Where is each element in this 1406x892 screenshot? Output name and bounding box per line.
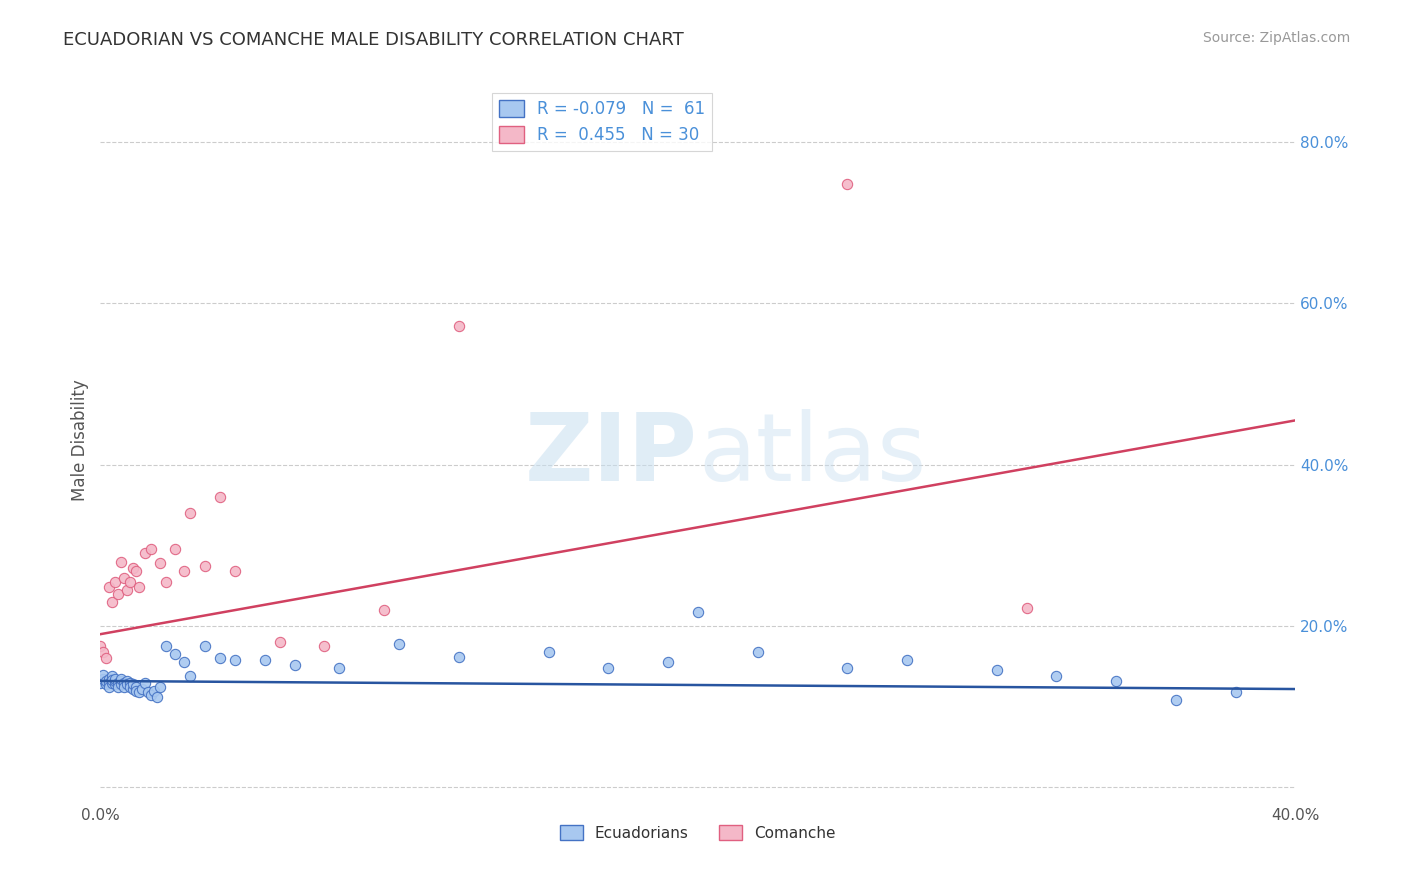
Point bbox=[96, 651, 118, 665]
Point bbox=[373, 603, 395, 617]
Point bbox=[1045, 669, 1067, 683]
Point bbox=[388, 637, 411, 651]
Point bbox=[149, 680, 172, 694]
Point bbox=[986, 664, 1008, 678]
Point bbox=[101, 675, 124, 690]
Point bbox=[112, 675, 135, 690]
Point bbox=[98, 680, 121, 694]
Point bbox=[107, 587, 129, 601]
Point bbox=[115, 582, 138, 597]
Point bbox=[155, 574, 177, 589]
Point bbox=[328, 661, 350, 675]
Point bbox=[122, 561, 145, 575]
Point bbox=[110, 673, 132, 688]
Point bbox=[125, 680, 148, 694]
Point bbox=[115, 677, 138, 691]
Point bbox=[657, 656, 679, 670]
Point bbox=[173, 656, 195, 670]
Point bbox=[125, 564, 148, 578]
Point bbox=[104, 574, 127, 589]
Point bbox=[136, 685, 159, 699]
Point bbox=[134, 675, 156, 690]
Point bbox=[837, 661, 859, 675]
Point bbox=[1015, 601, 1038, 615]
Point bbox=[269, 635, 291, 649]
Point bbox=[179, 669, 201, 683]
Point bbox=[91, 667, 114, 681]
Point bbox=[128, 685, 150, 699]
Text: Source: ZipAtlas.com: Source: ZipAtlas.com bbox=[1202, 31, 1350, 45]
Point bbox=[1225, 685, 1247, 699]
Point bbox=[447, 649, 470, 664]
Point bbox=[101, 673, 124, 688]
Point bbox=[96, 673, 118, 688]
Text: ECUADORIAN VS COMANCHE MALE DISABILITY CORRELATION CHART: ECUADORIAN VS COMANCHE MALE DISABILITY C… bbox=[63, 31, 685, 49]
Point bbox=[163, 648, 186, 662]
Point bbox=[120, 675, 142, 690]
Point bbox=[194, 558, 217, 573]
Point bbox=[98, 580, 121, 594]
Point bbox=[747, 645, 769, 659]
Point bbox=[101, 595, 124, 609]
Point bbox=[110, 672, 132, 686]
Point bbox=[149, 556, 172, 570]
Point bbox=[1164, 693, 1187, 707]
Point bbox=[253, 653, 276, 667]
Point bbox=[447, 318, 470, 333]
Point bbox=[194, 640, 217, 654]
Point bbox=[224, 564, 246, 578]
Point bbox=[91, 645, 114, 659]
Legend: R = -0.079   N =  61, R =  0.455   N = 30: R = -0.079 N = 61, R = 0.455 N = 30 bbox=[492, 93, 713, 151]
Point bbox=[104, 672, 127, 686]
Point bbox=[122, 677, 145, 691]
Point bbox=[112, 680, 135, 694]
Point bbox=[122, 681, 145, 696]
Point bbox=[98, 672, 121, 686]
Point bbox=[179, 506, 201, 520]
Point bbox=[896, 653, 918, 667]
Point bbox=[139, 688, 162, 702]
Point bbox=[134, 547, 156, 561]
Point bbox=[107, 680, 129, 694]
Point bbox=[125, 683, 148, 698]
Point bbox=[686, 605, 709, 619]
Point bbox=[131, 681, 153, 696]
Point bbox=[155, 640, 177, 654]
Point bbox=[537, 645, 560, 659]
Point bbox=[163, 542, 186, 557]
Point bbox=[173, 564, 195, 578]
Point bbox=[98, 675, 121, 690]
Point bbox=[110, 555, 132, 569]
Point bbox=[115, 673, 138, 688]
Point bbox=[120, 680, 142, 694]
Point bbox=[104, 673, 127, 688]
Point bbox=[104, 677, 127, 691]
Point bbox=[107, 675, 129, 690]
Point bbox=[598, 661, 620, 675]
Point bbox=[314, 640, 336, 654]
Point bbox=[89, 675, 111, 690]
Point bbox=[120, 574, 142, 589]
Point bbox=[101, 669, 124, 683]
Point bbox=[837, 177, 859, 191]
Point bbox=[283, 657, 305, 672]
Point bbox=[1105, 673, 1128, 688]
Point bbox=[128, 580, 150, 594]
Point bbox=[91, 672, 114, 686]
Point bbox=[139, 542, 162, 557]
Point bbox=[96, 677, 118, 691]
Text: ZIP: ZIP bbox=[524, 409, 697, 501]
Point bbox=[146, 690, 169, 705]
Text: atlas: atlas bbox=[697, 409, 927, 501]
Point bbox=[224, 653, 246, 667]
Point bbox=[143, 683, 166, 698]
Y-axis label: Male Disability: Male Disability bbox=[72, 380, 89, 501]
Point bbox=[208, 490, 231, 504]
Point bbox=[112, 571, 135, 585]
Point bbox=[89, 640, 111, 654]
Point bbox=[208, 651, 231, 665]
Point bbox=[110, 677, 132, 691]
